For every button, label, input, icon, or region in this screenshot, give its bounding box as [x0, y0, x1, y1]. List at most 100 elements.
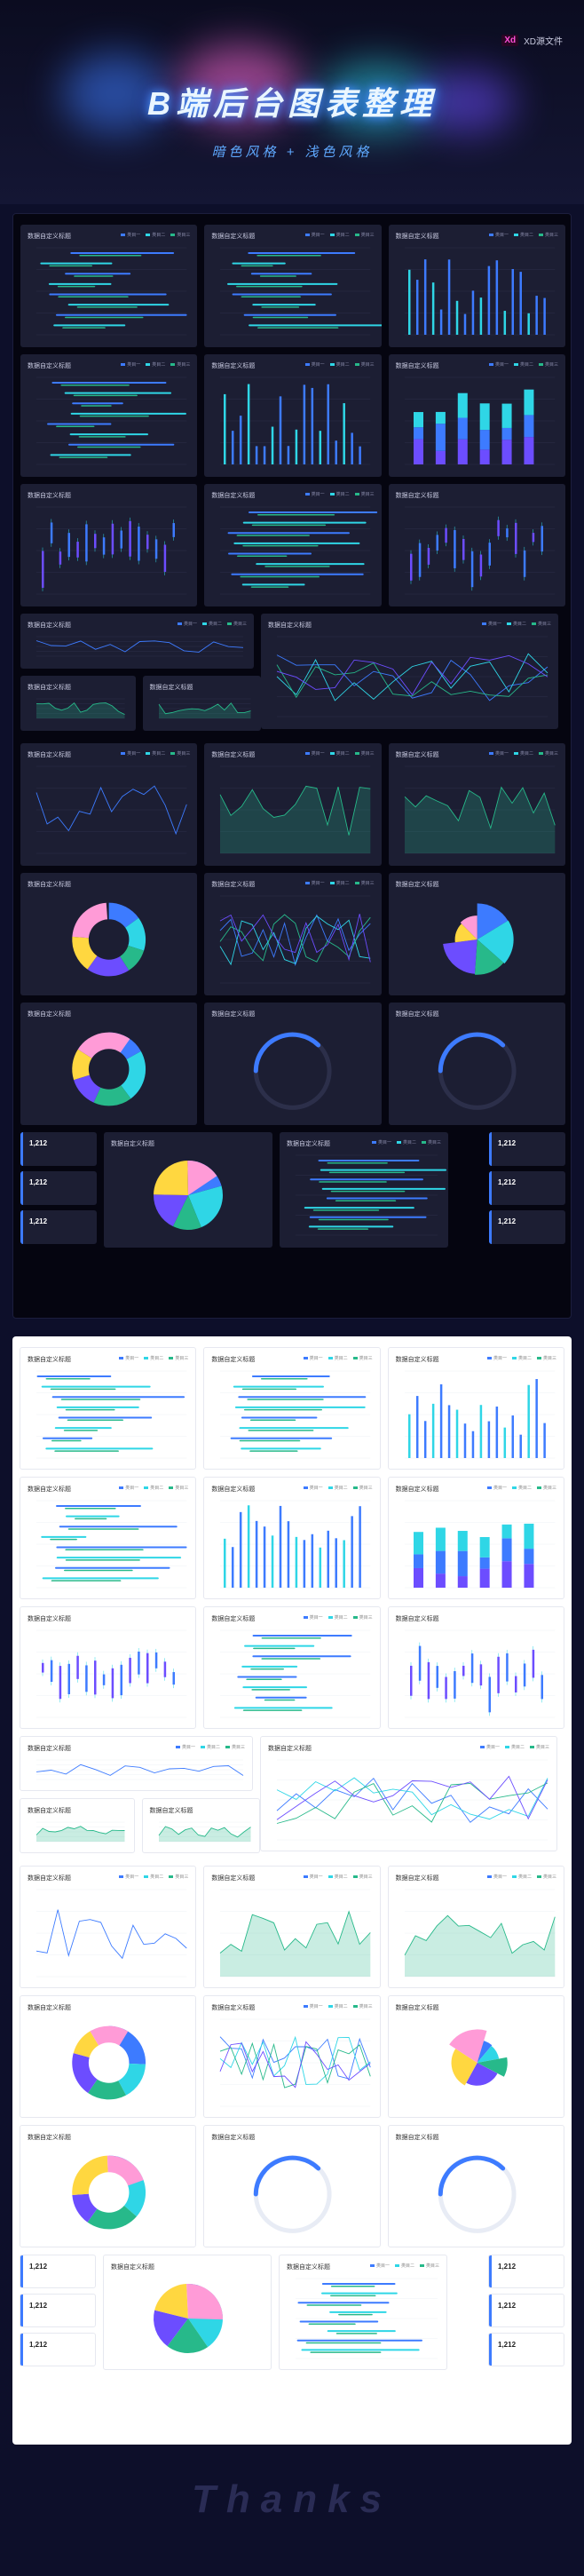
chart-card-hbar[interactable]: 数据自定义标题 类目一 类目二 类目三: [203, 1347, 381, 1470]
chart-card-kpi[interactable]: 1,212: [488, 2294, 564, 2327]
chart-card-candle[interactable]: 数据自定义标题: [387, 1606, 564, 1729]
chart-card-kpi[interactable]: 1,212: [20, 1210, 97, 1244]
chart-card-area[interactable]: 数据自定义标题: [20, 1798, 135, 1853]
legend-item[interactable]: 类目一: [486, 1874, 507, 1880]
legend-item[interactable]: 类目二: [146, 361, 165, 368]
chart-card-hbar[interactable]: 数据自定义标题 类目一 类目二 类目三: [20, 354, 198, 477]
chart-card-area[interactable]: 数据自定义标题 类目一 类目二 类目三: [387, 1866, 564, 1988]
chart-card-multi[interactable]: 数据自定义标题 类目一 类目二 类目三: [261, 614, 558, 729]
chart-card-multi[interactable]: 数据自定义标题 类目一 类目二 类目三: [204, 873, 382, 995]
legend-item[interactable]: 类目一: [479, 1744, 500, 1750]
legend-item[interactable]: 类目一: [119, 1485, 138, 1491]
chart-card-line[interactable]: 数据自定义标题 类目一 类目二 类目三: [20, 743, 198, 866]
legend-item[interactable]: 类目一: [121, 750, 140, 757]
legend-item[interactable]: 类目三: [536, 1355, 556, 1361]
legend-item[interactable]: 类目一: [303, 1614, 323, 1621]
legend-item[interactable]: 类目二: [146, 232, 165, 238]
chart-card-line[interactable]: 数据自定义标题 类目一 类目二 类目三: [20, 1736, 253, 1791]
legend-item[interactable]: 类目一: [119, 1874, 138, 1880]
chart-card-line[interactable]: 数据自定义标题 类目一 类目二 类目三: [20, 614, 254, 669]
chart-card-kpi[interactable]: 1,212: [489, 1132, 565, 1166]
chart-card-multi[interactable]: 数据自定义标题 类目一 类目二 类目三: [203, 1995, 381, 2118]
legend-item[interactable]: 类目一: [303, 1874, 323, 1880]
legend-item[interactable]: 类目三: [170, 361, 190, 368]
chart-card-line[interactable]: 数据自定义标题 类目一 类目二 类目三: [20, 1866, 197, 1988]
legend-item[interactable]: 类目二: [513, 232, 533, 238]
chart-card-donut[interactable]: 数据自定义标题: [20, 873, 198, 995]
chart-card-hbar[interactable]: 数据自定义标题 类目一 类目二 类目三: [203, 1606, 381, 1729]
legend-item[interactable]: 类目三: [226, 621, 247, 627]
legend-item[interactable]: 类目三: [352, 1874, 373, 1880]
chart-card-gauge[interactable]: 数据自定义标题: [388, 1003, 565, 1125]
chart-card-gauge[interactable]: 数据自定义标题: [203, 2125, 381, 2247]
legend-item[interactable]: 类目一: [304, 232, 325, 238]
legend-item[interactable]: 类目三: [354, 361, 375, 368]
legend-item[interactable]: 类目一: [481, 621, 501, 627]
legend-item[interactable]: 类目三: [169, 1485, 188, 1491]
chart-card-kpi[interactable]: 1,212: [20, 2333, 96, 2366]
chart-card-multi[interactable]: 数据自定义标题 类目一 类目二 类目三: [260, 1736, 557, 1851]
legend-item[interactable]: 类目二: [144, 1355, 163, 1361]
chart-card-kpi[interactable]: 1,212: [20, 2255, 96, 2288]
legend-item[interactable]: 类目一: [486, 1355, 507, 1361]
legend-item[interactable]: 类目三: [225, 1744, 245, 1750]
legend-item[interactable]: 类目一: [304, 750, 325, 757]
legend-item[interactable]: 类目二: [328, 1485, 348, 1491]
legend-item[interactable]: 类目一: [121, 232, 140, 238]
legend-item[interactable]: 类目三: [538, 361, 558, 368]
legend-item[interactable]: 类目三: [169, 1874, 188, 1880]
chart-card-hbar[interactable]: 数据自定义标题 类目一 类目二 类目三: [280, 1132, 448, 1248]
legend-item[interactable]: 类目一: [175, 1744, 195, 1750]
legend-item[interactable]: 类目一: [303, 1355, 323, 1361]
chart-card-kpi[interactable]: 1,212: [489, 1171, 565, 1205]
legend-item[interactable]: 类目三: [538, 750, 558, 757]
legend-item[interactable]: 类目一: [488, 361, 509, 368]
legend-item[interactable]: 类目二: [144, 1874, 163, 1880]
chart-card-hbar[interactable]: 数据自定义标题 类目一 类目二 类目三: [20, 1477, 197, 1599]
chart-card-kpi[interactable]: 1,212: [20, 1132, 97, 1166]
legend-item[interactable]: 类目二: [329, 750, 350, 757]
chart-card-area[interactable]: 数据自定义标题: [142, 676, 261, 731]
legend-item[interactable]: 类目一: [304, 880, 325, 886]
chart-card-candle[interactable]: 数据自定义标题: [388, 484, 565, 606]
legend-item[interactable]: 类目三: [352, 1614, 373, 1621]
legend-item[interactable]: 类目二: [511, 1485, 532, 1491]
legend-item[interactable]: 类目三: [352, 1355, 373, 1361]
legend-item[interactable]: 类目二: [200, 1744, 220, 1750]
legend-item[interactable]: 类目二: [328, 1874, 348, 1880]
legend-item[interactable]: 类目二: [328, 1614, 348, 1621]
chart-card-donut[interactable]: 数据自定义标题: [20, 1003, 198, 1125]
legend-item[interactable]: 类目二: [511, 1355, 532, 1361]
legend-item[interactable]: 类目一: [303, 2003, 323, 2009]
legend-item[interactable]: 类目二: [328, 2003, 348, 2009]
chart-card-hbar[interactable]: 数据自定义标题 类目一 类目二 类目三: [204, 484, 382, 606]
legend-item[interactable]: 类目三: [536, 1485, 556, 1491]
legend-item[interactable]: 类目三: [352, 1485, 373, 1491]
legend-item[interactable]: 类目三: [419, 2263, 439, 2269]
legend-item[interactable]: 类目二: [329, 361, 350, 368]
chart-card-gauge[interactable]: 数据自定义标题: [387, 2125, 564, 2247]
chart-card-rose[interactable]: 数据自定义标题: [388, 873, 565, 995]
legend-item[interactable]: 类目二: [504, 1744, 525, 1750]
chart-card-kpi[interactable]: 1,212: [20, 1171, 97, 1205]
legend-item[interactable]: 类目二: [146, 750, 165, 757]
chart-card-hbar[interactable]: 数据自定义标题 类目一 类目二 类目三: [279, 2255, 447, 2370]
legend-item[interactable]: 类目二: [513, 750, 533, 757]
chart-card-vbar[interactable]: 数据自定义标题 类目一 类目二 类目三: [388, 225, 565, 347]
legend-item[interactable]: 类目一: [488, 750, 509, 757]
legend-item[interactable]: 类目一: [371, 1139, 391, 1145]
chart-card-kpi[interactable]: 1,212: [489, 1210, 565, 1244]
legend-item[interactable]: 类目一: [304, 361, 325, 368]
chart-card-kpi[interactable]: 1,212: [488, 2333, 564, 2366]
legend-item[interactable]: 类目一: [486, 1485, 507, 1491]
chart-card-hbar[interactable]: 数据自定义标题 类目一 类目二 类目三: [20, 1347, 197, 1470]
legend-item[interactable]: 类目二: [513, 361, 533, 368]
legend-item[interactable]: 类目三: [536, 1874, 556, 1880]
legend-item[interactable]: 类目二: [396, 1139, 416, 1145]
chart-card-vbar[interactable]: 数据自定义标题 类目一 类目二 类目三: [387, 1347, 564, 1470]
legend-item[interactable]: 类目二: [329, 880, 350, 886]
legend-item[interactable]: 类目三: [169, 1355, 188, 1361]
legend-item[interactable]: 类目三: [354, 750, 375, 757]
legend-item[interactable]: 类目二: [328, 1355, 348, 1361]
legend-item[interactable]: 类目一: [119, 1355, 138, 1361]
